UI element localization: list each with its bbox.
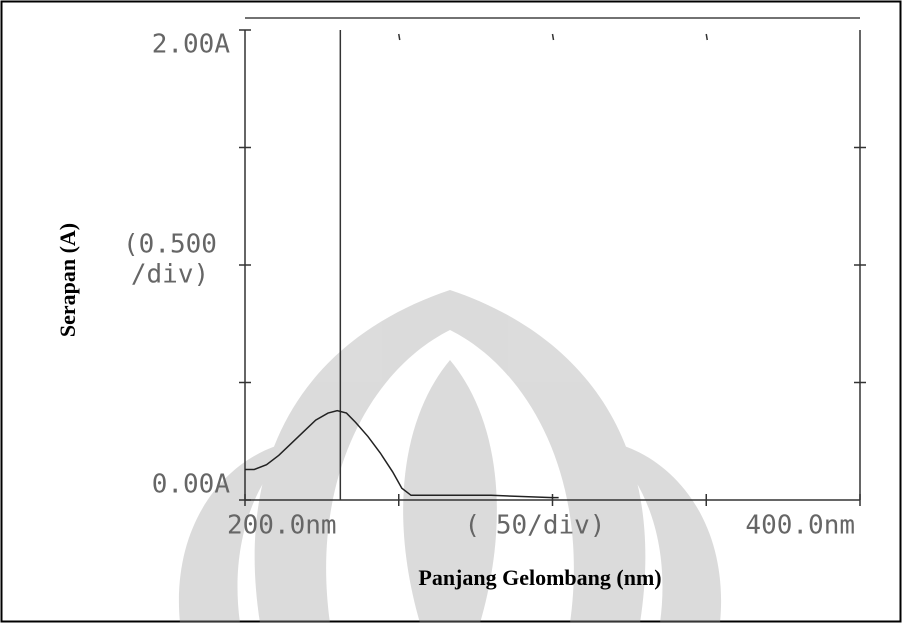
- chart: Panjang Gelombang (nm) Serapan (A) ( 50/…: [0, 0, 902, 623]
- x-axis-title: Panjang Gelombang (nm): [418, 565, 661, 590]
- y-division: (0.500: [123, 230, 217, 260]
- y-tick-label: 0.00A: [152, 470, 231, 500]
- x-tick-label: 400.0nm: [745, 511, 855, 541]
- y-division: /div): [131, 260, 209, 290]
- top-tick: [706, 34, 707, 40]
- top-tick: [399, 34, 400, 40]
- x-tick-label: 200.0nm: [227, 511, 337, 541]
- top-tick: [553, 34, 554, 40]
- y-axis-title: Serapan (A): [55, 223, 80, 337]
- x-division: ( 50/div): [465, 511, 606, 541]
- y-tick-label: 2.00A: [152, 30, 231, 60]
